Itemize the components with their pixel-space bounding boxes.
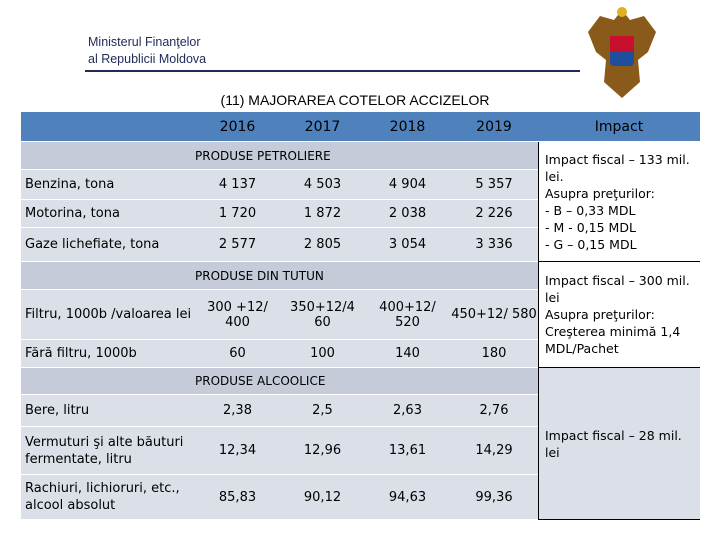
ministry: Ministerul Finanţelor al Republicii Mold…: [88, 34, 206, 68]
impact-cell: Impact fiscal – 28 mil. lei: [538, 368, 700, 520]
value-cell: 5 357: [450, 170, 538, 200]
row-label: Benzina, tona: [21, 170, 195, 200]
header-rule: [85, 70, 580, 72]
column-header: 2016: [195, 112, 280, 142]
value-cell: 12,34: [195, 427, 280, 475]
value-cell: 1 872: [280, 200, 365, 228]
value-cell: 2,38: [195, 395, 280, 427]
table: 2016 2017 2018 2019 Impact PRODUSE PETROLIERE…: [21, 112, 700, 520]
column-header: 2018: [365, 112, 450, 142]
value-cell: 2 226: [450, 200, 538, 228]
impact-line: Impact fiscal – 133 mil. lei.: [545, 151, 690, 184]
impact-line: - B – 0,33 MDL: [545, 202, 636, 218]
value-cell: 400+12/ 520: [365, 290, 450, 340]
impact-line: Creşterea minimă 1,4 MDL/Pachet: [545, 324, 681, 356]
section-row: [21, 142, 538, 170]
section-title: PRODUSE PETROLIERE: [195, 142, 490, 170]
title: (11) MAJORAREA COTELOR ACCIZELOR: [220, 92, 490, 108]
value-cell: 2,5: [280, 395, 365, 427]
column-header: 2017: [280, 112, 365, 142]
section-row: [21, 262, 538, 290]
row-label: Filtru, 1000b /valoarea lei: [21, 290, 195, 340]
impact-cell: Impact fiscal – 300 mil. lei Asupra preţu…: [538, 262, 700, 368]
section-title: PRODUSE DIN TUTUN: [195, 262, 490, 290]
value-cell: 85,83: [195, 475, 280, 520]
impact-line: Impact fiscal – 28 mil. lei: [545, 427, 682, 460]
value-cell: 13,61: [365, 427, 450, 475]
column-header: Impact: [538, 112, 700, 142]
impact-line: - G – 0,15 MDL: [545, 236, 637, 252]
value-cell: 350+12/4 60: [280, 290, 365, 340]
coat-of-arms: [588, 7, 656, 98]
impact-line: - M - 0,15 MDL: [545, 219, 636, 235]
value-cell: 140: [365, 340, 450, 368]
impact-line: Asupra preţurilor:: [545, 307, 655, 322]
value-cell: 450+12/ 580: [450, 290, 538, 340]
value-cell: 99,36: [450, 475, 538, 520]
value-cell: 4 137: [195, 170, 280, 200]
value-cell: 3 336: [450, 228, 538, 262]
value-cell: 90,12: [280, 475, 365, 520]
value-cell: 4 503: [280, 170, 365, 200]
row-label: Rachiuri, lichioruri, etc., alcool absol…: [21, 475, 195, 520]
value-cell: 2,76: [450, 395, 538, 427]
value-cell: 2,63: [365, 395, 450, 427]
column-header: 2019: [450, 112, 538, 142]
value-cell: 2 805: [280, 228, 365, 262]
value-cell: 180: [450, 340, 538, 368]
value-cell: 12,96: [280, 427, 365, 475]
row-label: Vermuturi şi alte băuturi fermentate, li…: [21, 427, 195, 475]
row-label: Motorina, tona: [21, 200, 195, 228]
value-cell: 14,29: [450, 427, 538, 475]
value-cell: 300 +12/ 400: [195, 290, 280, 340]
value-cell: 4 904: [365, 170, 450, 200]
column-header: [21, 112, 195, 142]
value-cell: 2 038: [365, 200, 450, 228]
value-cell: 100: [280, 340, 365, 368]
impact-line: Asupra preţurilor:: [545, 185, 655, 201]
ministry-line: Ministerul Finanţelor: [88, 35, 201, 49]
ministry-line: al Republicii Moldova: [88, 52, 207, 66]
row-label: Bere, litru: [21, 395, 195, 427]
row-label: Fără filtru, 1000b: [21, 340, 195, 368]
value-cell: 60: [195, 340, 280, 368]
value-cell: 1 720: [195, 200, 280, 228]
section-row: [21, 368, 538, 395]
row-label: Gaze lichefiate, tona: [21, 228, 195, 262]
value-cell: 3 054: [365, 228, 450, 262]
value-cell: 2 577: [195, 228, 280, 262]
section-title: PRODUSE ALCOOLICE: [195, 368, 490, 395]
value-cell: 94,63: [365, 475, 450, 520]
impact-line: Impact fiscal – 300 mil. lei: [545, 273, 690, 305]
impact-cell: Impact fiscal – 133 mil. lei. Asupra preţ…: [538, 142, 700, 262]
